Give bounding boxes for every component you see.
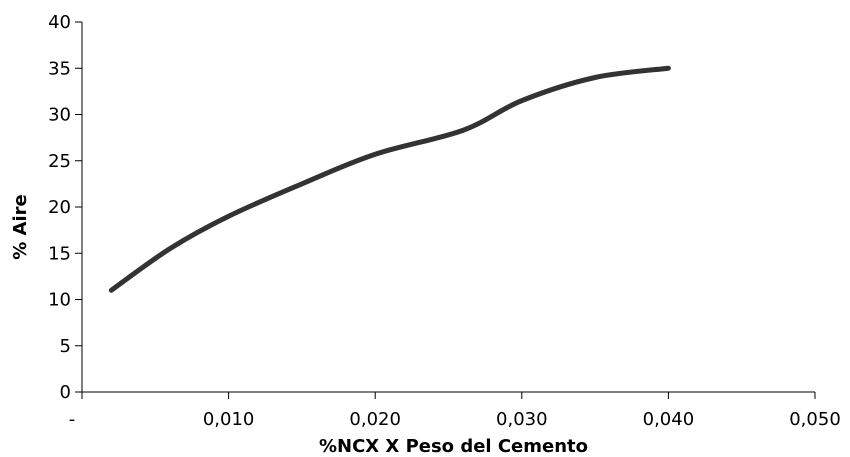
y-tick-label: 35 [48, 58, 71, 79]
y-tick-label: 40 [48, 12, 71, 33]
x-tick-label: 0,050 [789, 409, 841, 430]
y-tick-label: 25 [48, 151, 71, 172]
x-axis-title: %NCX X Peso del Cemento [319, 436, 588, 457]
plot-area: 0 5 10 15 20 25 30 35 40 - 0,010 0,020 0,030 0,040 0,… [48, 12, 841, 430]
y-tick-label: 30 [48, 105, 71, 126]
x-tick-label: 0,040 [643, 409, 695, 430]
series-line [108, 65, 671, 293]
x-tick-label: 0,020 [349, 409, 401, 430]
x-tick-label: 0,030 [496, 409, 548, 430]
x-tick-label: 0,010 [203, 409, 255, 430]
y-tick-label: 0 [60, 382, 71, 403]
y-tick-label: 20 [48, 197, 71, 218]
y-tick-label: 10 [48, 290, 71, 311]
y-axis-ticks: 0 5 10 15 20 25 30 35 40 [48, 12, 82, 403]
y-tick-label: 5 [60, 336, 71, 357]
y-tick-label: 15 [48, 243, 71, 264]
x-axis-ticks: - 0,010 0,020 0,030 0,040 0,050 [69, 392, 841, 430]
x-tick-label: - [69, 409, 76, 430]
series-layer [108, 65, 671, 293]
y-axis-title: % Aire [10, 194, 31, 260]
